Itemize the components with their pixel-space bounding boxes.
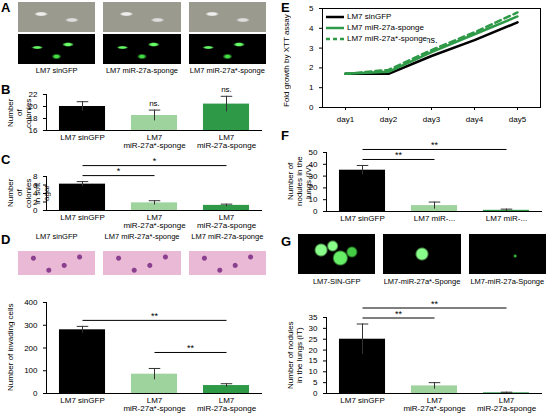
svg-text:**: ** [431, 299, 439, 309]
svg-text:22: 22 [29, 90, 38, 99]
svg-text:300: 300 [24, 321, 38, 330]
svg-text:LM7miR-27a*-sponge: LM7miR-27a*-sponge [123, 133, 186, 150]
svg-text:*: * [117, 166, 121, 176]
svg-text:LM7miR-27a*-sponge: LM7miR-27a*-sponge [123, 213, 186, 230]
svg-text:100: 100 [24, 366, 38, 375]
svg-text:LM7miR-27a-sponge: LM7miR-27a-sponge [197, 133, 257, 150]
svg-text:LM7 miR-...: LM7 miR-... [486, 214, 527, 223]
svg-text:day2: day2 [380, 115, 398, 124]
svg-text:20: 20 [309, 346, 318, 355]
svg-text:LM7miR-27a*-sponge: LM7miR-27a*-sponge [403, 396, 466, 413]
svg-text:0: 0 [313, 207, 318, 216]
svg-text:0: 0 [33, 389, 38, 398]
svg-text:**: ** [151, 311, 159, 321]
svg-text:LM7 sinGFP: LM7 sinGFP [60, 133, 104, 142]
svg-text:**: ** [395, 309, 403, 319]
svg-text:5: 5 [309, 4, 314, 13]
svg-text:day3: day3 [423, 115, 441, 124]
svg-text:LM7miR-27a-sponge: LM7miR-27a-sponge [197, 213, 257, 230]
svg-text:**: ** [187, 343, 195, 353]
svg-text:*: * [153, 156, 157, 166]
svg-text:25: 25 [309, 335, 318, 344]
svg-text:35: 35 [309, 313, 318, 322]
svg-text:LM7 sinGFP: LM7 sinGFP [60, 396, 104, 405]
svg-text:LM7 miR-...: LM7 miR-... [414, 214, 455, 223]
svg-text:ns.: ns. [221, 85, 232, 94]
svg-text:1: 1 [309, 83, 314, 92]
svg-text:LM7 sinGFP: LM7 sinGFP [60, 213, 104, 222]
svg-text:5: 5 [313, 378, 318, 387]
svg-text:10: 10 [309, 367, 318, 376]
svg-text:0: 0 [309, 103, 314, 112]
svg-text:**: ** [395, 150, 403, 160]
svg-text:ns.: ns. [425, 35, 437, 45]
svg-text:LM7miR-27a-sponge: LM7miR-27a-sponge [477, 396, 537, 413]
svg-text:LM7 sinGFP: LM7 sinGFP [340, 396, 384, 405]
svg-text:**: ** [431, 140, 439, 150]
svg-text:LM7miR-27a*-sponge: LM7miR-27a*-sponge [123, 396, 186, 413]
svg-text:50: 50 [309, 148, 318, 157]
svg-text:day5: day5 [509, 115, 527, 124]
svg-text:30: 30 [309, 324, 318, 333]
svg-text:8: 8 [33, 172, 38, 181]
svg-text:400: 400 [24, 298, 38, 307]
svg-text:3: 3 [309, 44, 314, 53]
svg-text:15: 15 [309, 356, 318, 365]
svg-text:ns.: ns. [149, 99, 160, 108]
svg-text:day1: day1 [337, 115, 355, 124]
svg-text:0: 0 [33, 206, 38, 215]
svg-text:2: 2 [309, 63, 314, 72]
svg-text:0: 0 [313, 389, 318, 398]
svg-text:day4: day4 [466, 115, 484, 124]
svg-text:LM7 sinGFP: LM7 sinGFP [340, 214, 384, 223]
svg-text:4: 4 [309, 24, 314, 33]
svg-text:200: 200 [24, 344, 38, 353]
svg-text:LM7miR-27a-sponge: LM7miR-27a-sponge [197, 396, 257, 413]
